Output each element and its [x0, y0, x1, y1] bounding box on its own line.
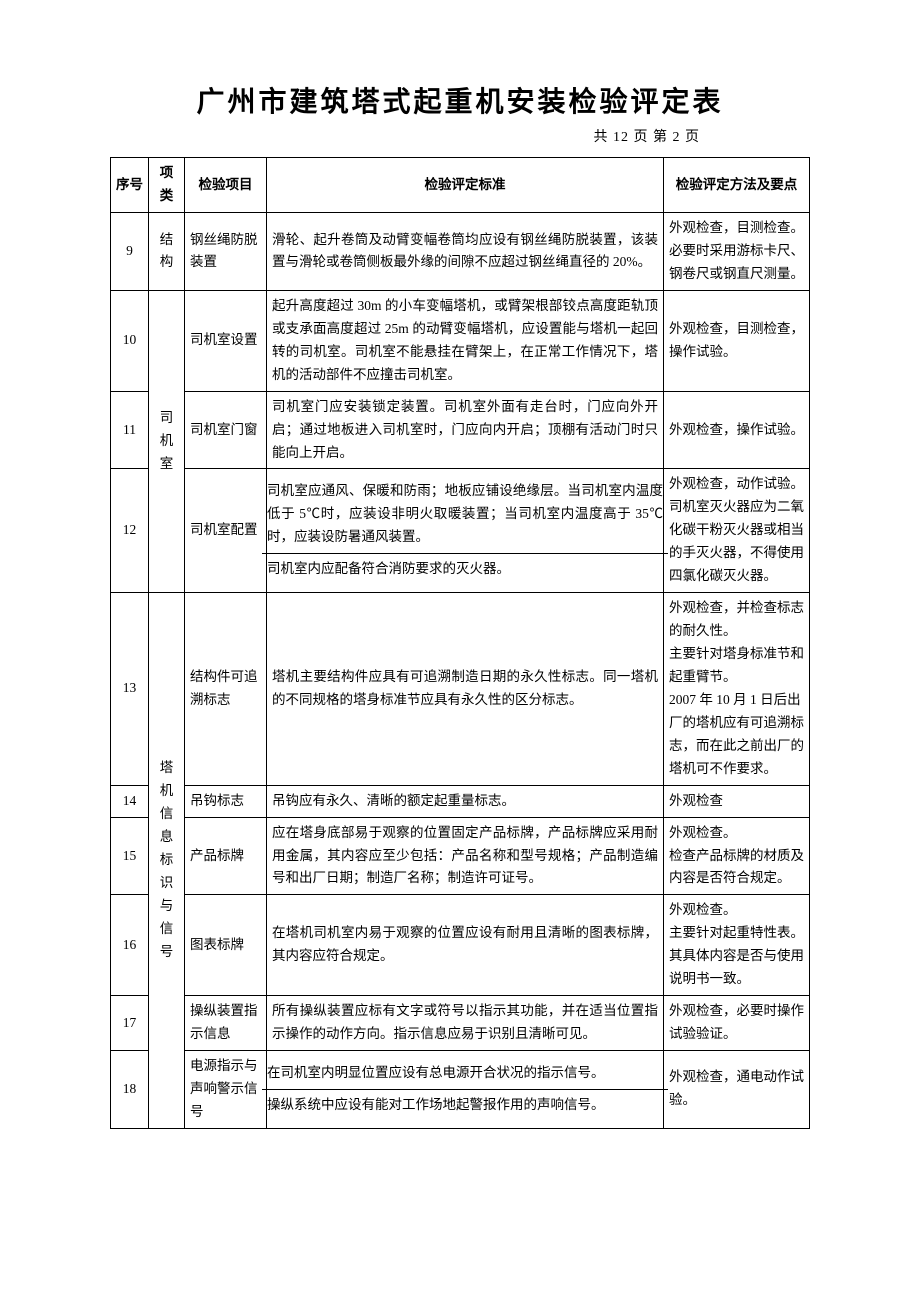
th-method: 检验评定方法及要点 [664, 158, 810, 213]
cell-method: 外观检查，目测检查，操作试验。 [664, 290, 810, 391]
cell-method: 外观检查，动作试验。司机室灭火器应为二氧化碳干粉灭火器或相当的手灭火器，不得使用… [664, 469, 810, 593]
cell-standard: 吊钩应有永久、清晰的额定起重量标志。 [267, 785, 664, 817]
cell-index: 17 [111, 996, 149, 1051]
th-standard: 检验评定标准 [267, 158, 664, 213]
cell-method: 外观检查，操作试验。 [664, 391, 810, 469]
cell-standard-part: 在司机室内明显位置应设有总电源开合状况的指示信号。 [262, 1058, 668, 1090]
cell-standard: 所有操纵装置应标有文字或符号以指示其功能，并在适当位置指示操作的动作方向。指示信… [267, 996, 664, 1051]
table-row: 13 塔机信息标识与信号 结构件可追溯标志 塔机主要结构件应具有可追溯制造日期的… [111, 593, 810, 786]
cell-item: 产品标牌 [185, 817, 267, 895]
cell-standard: 滑轮、起升卷筒及动臂变幅卷筒均应设有钢丝绳防脱装置，该装置与滑轮或卷筒侧板最外缘… [267, 213, 664, 291]
cell-standard: 司机室门应安装锁定装置。司机室外面有走台时，门应向外开启；通过地板进入司机室时，… [267, 391, 664, 469]
cell-item: 吊钩标志 [185, 785, 267, 817]
cell-standard: 起升高度超过 30m 的小车变幅塔机，或臂架根部铰点高度距轨顶或支承面高度超过 … [267, 290, 664, 391]
cell-index: 10 [111, 290, 149, 391]
cell-index: 14 [111, 785, 149, 817]
cell-item: 司机室设置 [185, 290, 267, 391]
cell-method: 外观检查，必要时操作试验验证。 [664, 996, 810, 1051]
cell-index: 15 [111, 817, 149, 895]
th-item: 检验项目 [185, 158, 267, 213]
cell-item: 操纵装置指示信息 [185, 996, 267, 1051]
cell-item: 钢丝绳防脱装置 [185, 213, 267, 291]
cell-category: 结构 [149, 213, 185, 291]
table-row: 18 电源指示与声响警示信号 在司机室内明显位置应设有总电源开合状况的指示信号。… [111, 1051, 810, 1129]
cell-index: 9 [111, 213, 149, 291]
cell-item: 结构件可追溯标志 [185, 593, 267, 786]
cell-item: 司机室门窗 [185, 391, 267, 469]
cell-index: 12 [111, 469, 149, 593]
cell-standard: 司机室应通风、保暖和防雨；地板应铺设绝缘层。当司机室内温度低于 5℃时，应装设非… [267, 469, 664, 593]
cell-category: 塔机信息标识与信号 [149, 593, 185, 1129]
table-header-row: 序号 项类 检验项目 检验评定标准 检验评定方法及要点 [111, 158, 810, 213]
cell-index: 18 [111, 1051, 149, 1129]
inspection-table: 序号 项类 检验项目 检验评定标准 检验评定方法及要点 9 结构 钢丝绳防脱装置… [110, 157, 810, 1129]
cell-standard: 塔机主要结构件应具有可追溯制造日期的永久性标志。同一塔机的不同规格的塔身标准节应… [267, 593, 664, 786]
cell-item: 司机室配置 [185, 469, 267, 593]
table-row: 15 产品标牌 应在塔身底部易于观察的位置固定产品标牌，产品标牌应采用耐用金属，… [111, 817, 810, 895]
table-row: 9 结构 钢丝绳防脱装置 滑轮、起升卷筒及动臂变幅卷筒均应设有钢丝绳防脱装置，该… [111, 213, 810, 291]
cell-method: 外观检查。 主要针对起重特性表。其具体内容是否与使用说明书一致。 [664, 895, 810, 996]
cell-method: 外观检查 [664, 785, 810, 817]
table-row: 11 司机室门窗 司机室门应安装锁定装置。司机室外面有走台时，门应向外开启；通过… [111, 391, 810, 469]
th-category: 项类 [149, 158, 185, 213]
page-indicator: 共 12 页 第 2 页 [110, 127, 810, 149]
cell-standard: 在司机室内明显位置应设有总电源开合状况的指示信号。 操纵系统中应设有能对工作场地… [267, 1051, 664, 1129]
table-row: 14 吊钩标志 吊钩应有永久、清晰的额定起重量标志。 外观检查 [111, 785, 810, 817]
table-row: 10 司机室 司机室设置 起升高度超过 30m 的小车变幅塔机，或臂架根部铰点高… [111, 290, 810, 391]
cell-item: 图表标牌 [185, 895, 267, 996]
table-row: 16 图表标牌 在塔机司机室内易于观察的位置应设有耐用且清晰的图表标牌，其内容应… [111, 895, 810, 996]
cell-index: 16 [111, 895, 149, 996]
th-index: 序号 [111, 158, 149, 213]
cell-standard: 在塔机司机室内易于观察的位置应设有耐用且清晰的图表标牌，其内容应符合规定。 [267, 895, 664, 996]
table-row: 12 司机室配置 司机室应通风、保暖和防雨；地板应铺设绝缘层。当司机室内温度低于… [111, 469, 810, 593]
page-title: 广州市建筑塔式起重机安装检验评定表 [110, 80, 810, 125]
cell-method: 外观检查。 检查产品标牌的材质及内容是否符合规定。 [664, 817, 810, 895]
cell-method: 外观检查，目测检查。必要时采用游标卡尺、钢卷尺或钢直尺测量。 [664, 213, 810, 291]
cell-method: 外观检查，通电动作试验。 [664, 1051, 810, 1129]
cell-standard-part: 司机室内应配备符合消防要求的灭火器。 [262, 554, 668, 585]
cell-index: 11 [111, 391, 149, 469]
cell-standard: 应在塔身底部易于观察的位置固定产品标牌，产品标牌应采用耐用金属，其内容应至少包括… [267, 817, 664, 895]
cell-index: 13 [111, 593, 149, 786]
cell-method: 外观检查，并检查标志的耐久性。 主要针对塔身标准节和起重臂节。 2007 年 1… [664, 593, 810, 786]
cell-standard-part: 司机室应通风、保暖和防雨；地板应铺设绝缘层。当司机室内温度低于 5℃时，应装设非… [262, 476, 668, 554]
cell-category: 司机室 [149, 290, 185, 592]
table-row: 17 操纵装置指示信息 所有操纵装置应标有文字或符号以指示其功能，并在适当位置指… [111, 996, 810, 1051]
cell-standard-part: 操纵系统中应设有能对工作场地起警报作用的声响信号。 [262, 1090, 668, 1121]
cell-item: 电源指示与声响警示信号 [185, 1051, 267, 1129]
